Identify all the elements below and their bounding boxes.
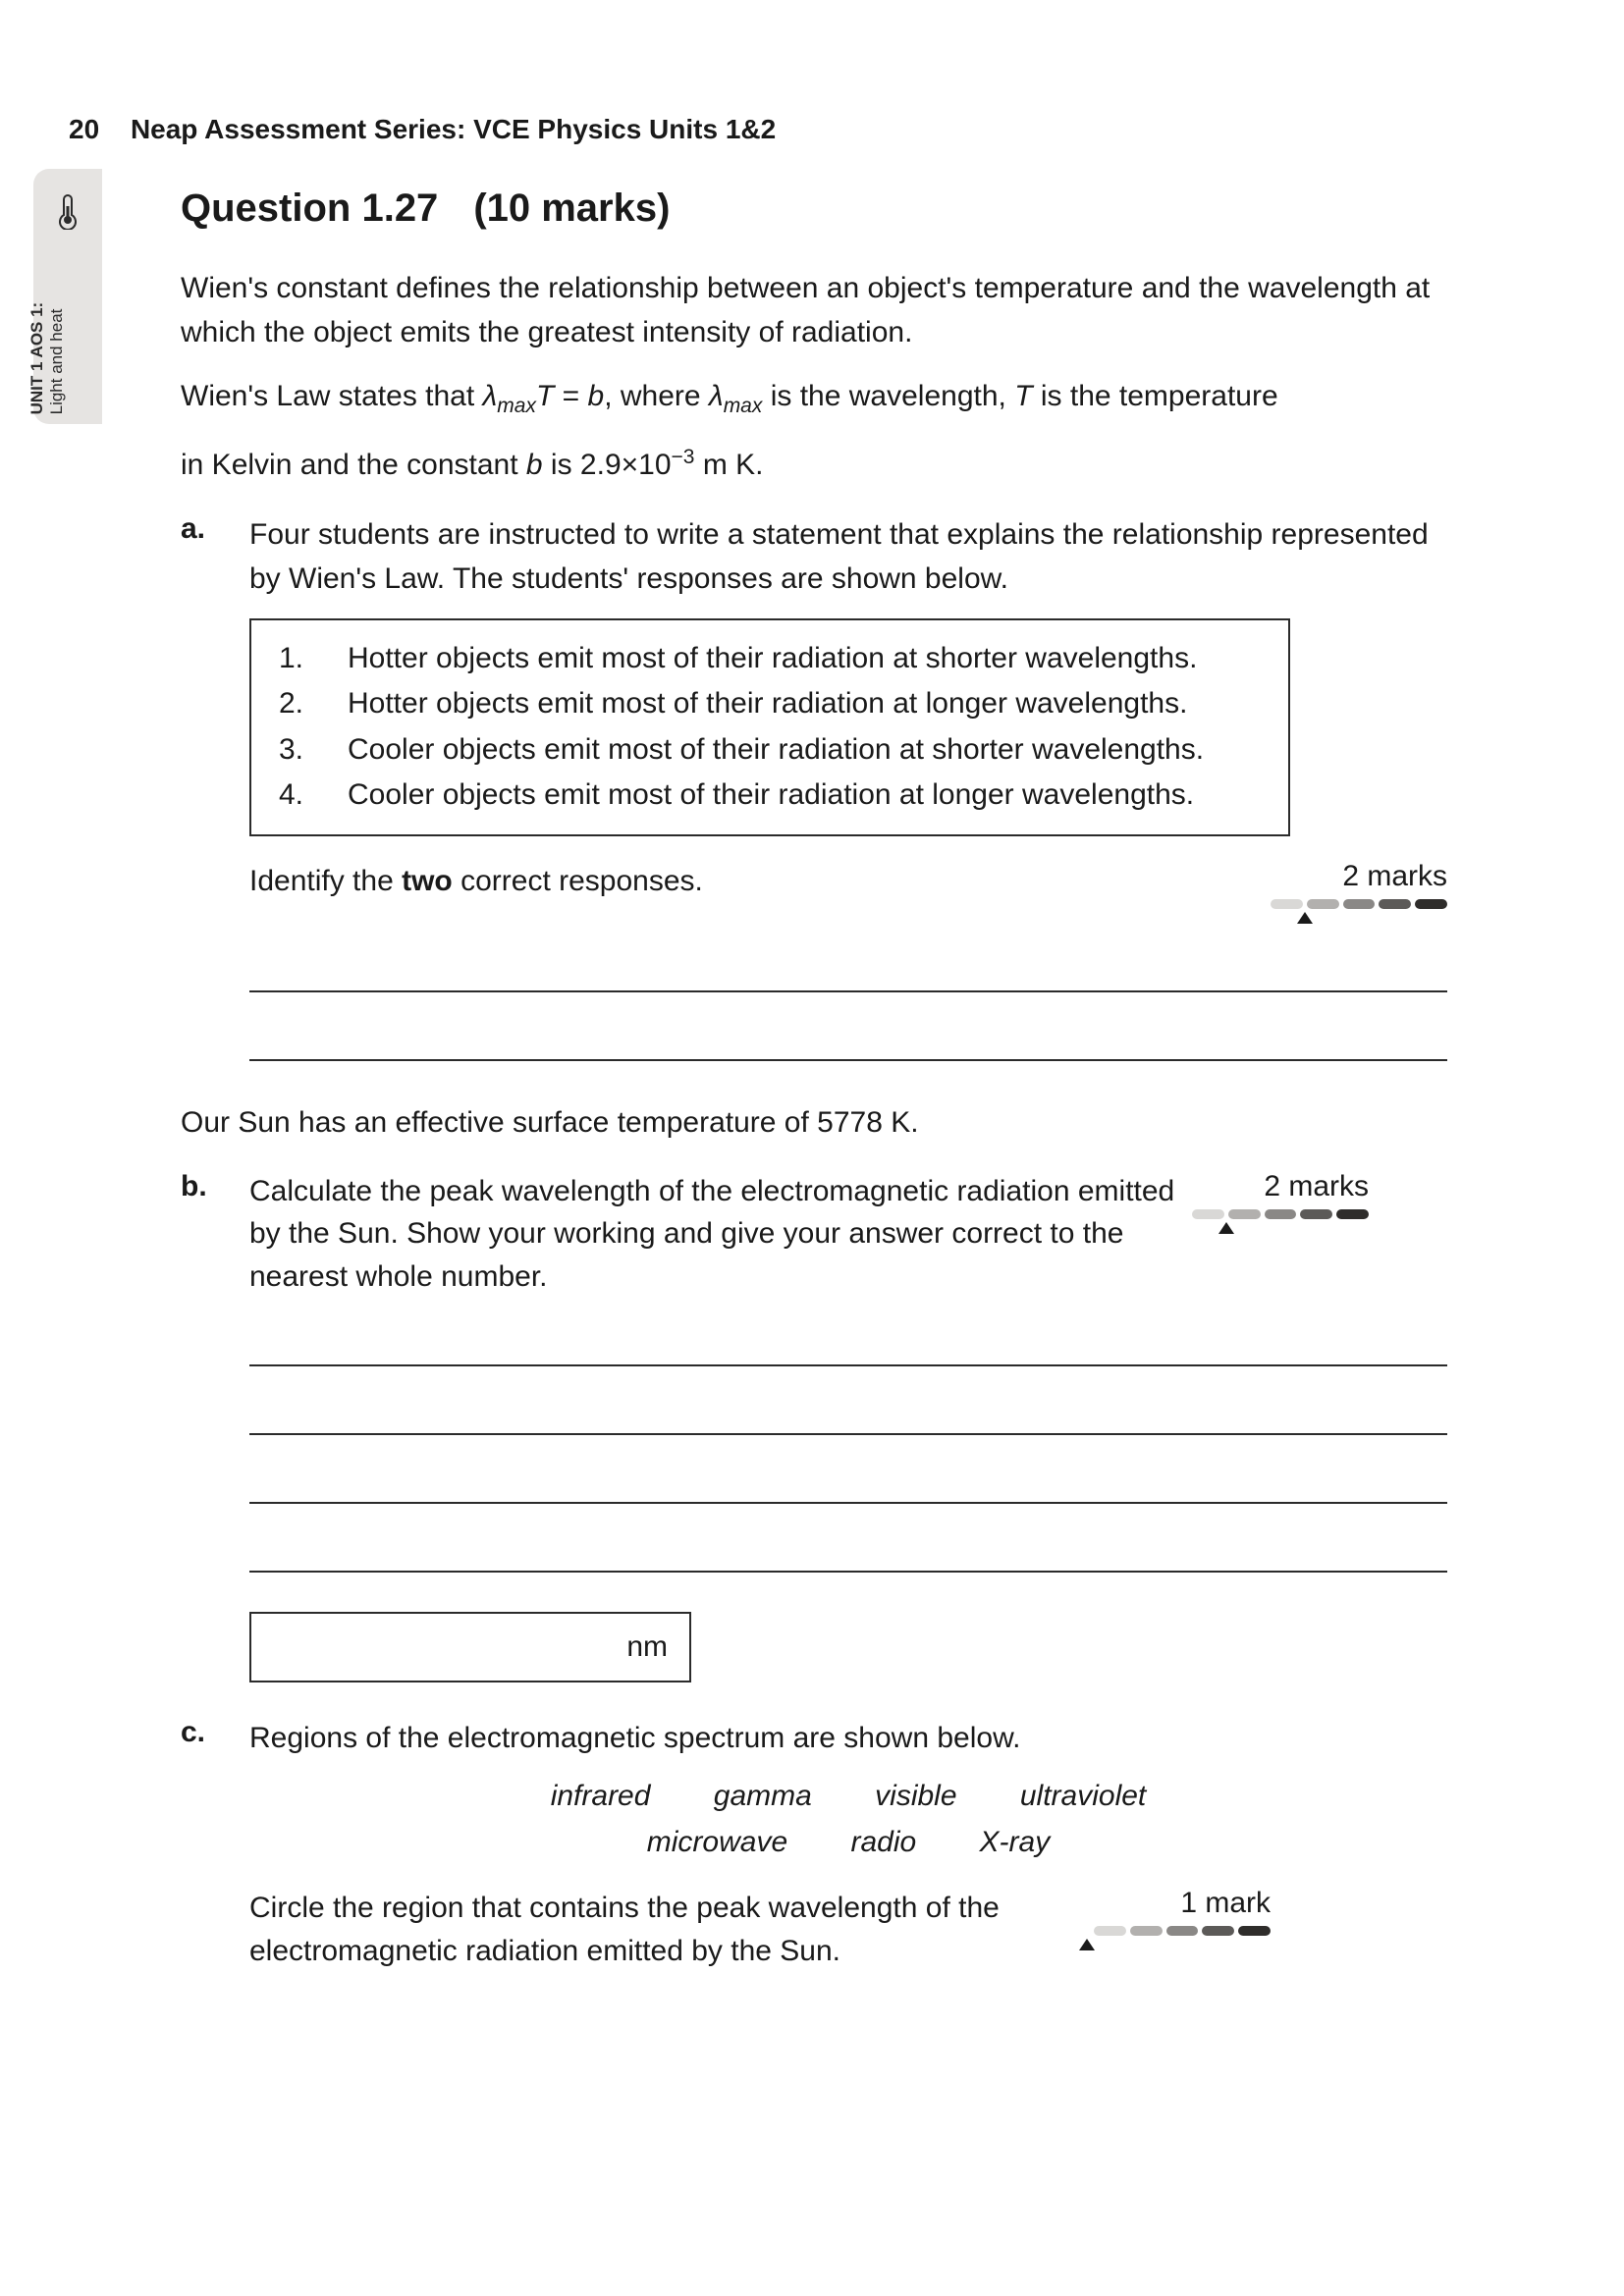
part-a-marks-block: 2 marks bbox=[1271, 860, 1447, 924]
part-c: c. Regions of the electromagnetic spectr… bbox=[181, 1716, 1447, 1972]
option-row: 4.Cooler objects emit most of their radi… bbox=[279, 773, 1261, 819]
part-c-instruction: Circle the region that contains the peak… bbox=[249, 1887, 1094, 1972]
difficulty-segment bbox=[1271, 899, 1303, 909]
options-row-2: microwave radio X-ray bbox=[249, 1820, 1447, 1866]
part-b: b. Calculate the peak wavelength of the … bbox=[181, 1170, 1447, 1683]
part-c-label: c. bbox=[181, 1716, 249, 1749]
part-c-marks-block: 1 mark bbox=[1094, 1887, 1271, 1950]
spectrum-option[interactable]: microwave bbox=[647, 1820, 787, 1866]
difficulty-arrow-icon bbox=[1192, 1219, 1369, 1234]
spectrum-options: infrared gamma visible ultraviolet micro… bbox=[249, 1774, 1447, 1865]
option-row: 3.Cooler objects emit most of their radi… bbox=[279, 727, 1261, 774]
answer-unit: nm bbox=[626, 1630, 668, 1664]
part-b-label: b. bbox=[181, 1170, 249, 1203]
content-area: Question 1.27 (10 marks) Wien's constant … bbox=[181, 187, 1447, 1972]
difficulty-segment bbox=[1228, 1209, 1261, 1219]
difficulty-segment bbox=[1343, 899, 1376, 909]
tab-topic: Light and heat bbox=[48, 302, 68, 415]
spectrum-option[interactable]: ultraviolet bbox=[1020, 1774, 1146, 1820]
difficulty-segment bbox=[1307, 899, 1339, 909]
difficulty-arrow-icon bbox=[1271, 909, 1447, 924]
tab-label: UNIT 1 AOS 1: Light and heat bbox=[27, 302, 68, 415]
part-a-instruction-row: Identify the two correct responses. 2 ma… bbox=[249, 860, 1447, 924]
part-b-marks-block: 2 marks bbox=[1192, 1170, 1369, 1234]
spectrum-option[interactable]: gamma bbox=[714, 1774, 812, 1820]
wien-law-line-1: Wien's Law states that λmaxT = b, where … bbox=[181, 374, 1447, 422]
question-number: Question 1.27 bbox=[181, 187, 438, 230]
part-b-instruction-row: Calculate the peak wavelength of the ele… bbox=[249, 1170, 1447, 1299]
part-c-body: Regions of the electromagnetic spectrum … bbox=[249, 1716, 1447, 1972]
difficulty-segment bbox=[1192, 1209, 1224, 1219]
side-tab: UNIT 1 AOS 1: Light and heat bbox=[33, 169, 102, 424]
difficulty-segment bbox=[1130, 1926, 1163, 1936]
part-a-label: a. bbox=[181, 512, 249, 546]
answer-line[interactable] bbox=[249, 1380, 1447, 1435]
running-header: 20 Neap Assessment Series: VCE Physics U… bbox=[69, 114, 776, 145]
difficulty-segment bbox=[1415, 899, 1447, 909]
part-b-body: Calculate the peak wavelength of the ele… bbox=[249, 1170, 1447, 1683]
difficulty-segment bbox=[1202, 1926, 1234, 1936]
difficulty-arrow-icon bbox=[1094, 1936, 1271, 1950]
difficulty-bar bbox=[1271, 899, 1447, 909]
difficulty-segment bbox=[1336, 1209, 1369, 1219]
part-c-marks: 1 mark bbox=[1094, 1887, 1271, 1920]
spectrum-option[interactable]: visible bbox=[875, 1774, 956, 1820]
options-row-1: infrared gamma visible ultraviolet bbox=[249, 1774, 1447, 1820]
part-a-body: Four students are instructed to write a … bbox=[249, 512, 1447, 1061]
tab-unit: UNIT 1 AOS 1: bbox=[27, 302, 46, 415]
page-number: 20 bbox=[69, 114, 99, 144]
part-a-instruction: Identify the two correct responses. bbox=[249, 860, 1271, 903]
part-c-instruction-row: Circle the region that contains the peak… bbox=[249, 1887, 1447, 1972]
difficulty-segment bbox=[1166, 1926, 1199, 1936]
sun-temperature-line: Our Sun has an effective surface tempera… bbox=[181, 1100, 1447, 1145]
page: 20 Neap Assessment Series: VCE Physics U… bbox=[0, 0, 1624, 2296]
spectrum-option[interactable]: radio bbox=[850, 1820, 916, 1866]
thermometer-icon bbox=[54, 192, 81, 230]
difficulty-segment bbox=[1265, 1209, 1297, 1219]
part-a-options-box: 1.Hotter objects emit most of their radi… bbox=[249, 618, 1290, 836]
part-b-text: Calculate the peak wavelength of the ele… bbox=[249, 1170, 1192, 1299]
part-a-text: Four students are instructed to write a … bbox=[249, 512, 1447, 601]
difficulty-segment bbox=[1094, 1926, 1126, 1936]
answer-line[interactable] bbox=[249, 1311, 1447, 1366]
part-b-marks: 2 marks bbox=[1192, 1170, 1369, 1203]
series-title: Neap Assessment Series: VCE Physics Unit… bbox=[131, 114, 776, 144]
part-a: a. Four students are instructed to write… bbox=[181, 512, 1447, 1061]
difficulty-segment bbox=[1300, 1209, 1332, 1219]
question-marks-total: (10 marks) bbox=[473, 187, 670, 230]
answer-line[interactable] bbox=[249, 937, 1447, 992]
difficulty-segment bbox=[1238, 1926, 1271, 1936]
difficulty-segment bbox=[1379, 899, 1411, 909]
wien-law-line-2: in Kelvin and the constant b is 2.9×10−3… bbox=[181, 442, 1447, 487]
difficulty-bar bbox=[1192, 1209, 1369, 1219]
option-row: 2.Hotter objects emit most of their radi… bbox=[279, 681, 1261, 727]
difficulty-bar bbox=[1094, 1926, 1271, 1936]
answer-line[interactable] bbox=[249, 1006, 1447, 1061]
part-a-marks: 2 marks bbox=[1271, 860, 1447, 893]
spectrum-option[interactable]: infrared bbox=[551, 1774, 651, 1820]
answer-line[interactable] bbox=[249, 1449, 1447, 1504]
intro-paragraph-1: Wien's constant defines the relationship… bbox=[181, 266, 1447, 354]
answer-unit-box[interactable]: nm bbox=[249, 1612, 691, 1682]
spectrum-option[interactable]: X-ray bbox=[980, 1820, 1051, 1866]
question-title: Question 1.27 (10 marks) bbox=[181, 187, 1447, 231]
answer-line[interactable] bbox=[249, 1518, 1447, 1573]
part-c-text: Regions of the electromagnetic spectrum … bbox=[249, 1716, 1447, 1760]
option-row: 1.Hotter objects emit most of their radi… bbox=[279, 636, 1261, 682]
